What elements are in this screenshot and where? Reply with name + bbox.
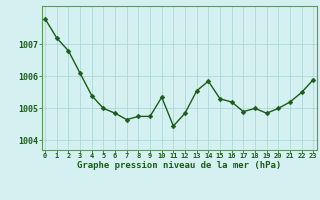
X-axis label: Graphe pression niveau de la mer (hPa): Graphe pression niveau de la mer (hPa) — [77, 161, 281, 170]
